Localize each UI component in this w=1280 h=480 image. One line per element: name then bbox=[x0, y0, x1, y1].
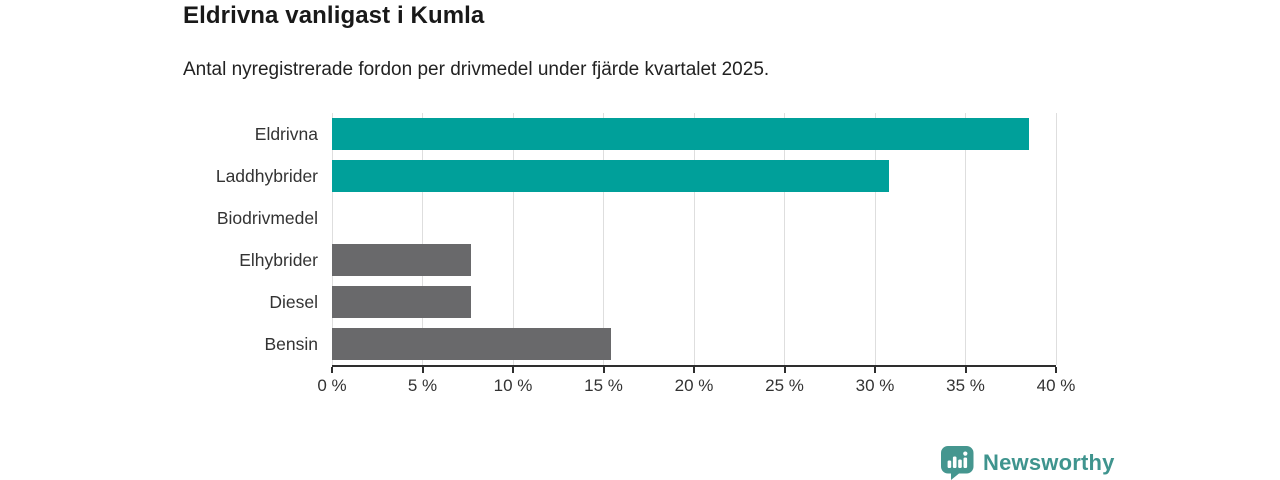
category-label: Laddhybrider bbox=[215, 165, 318, 186]
category-labels: Eldrivna Laddhybrider Biodrivmedel Elhybrid… bbox=[0, 113, 318, 365]
gridline bbox=[874, 113, 876, 365]
gridline bbox=[331, 113, 333, 365]
gridline bbox=[603, 113, 604, 365]
x-axis-tick-label: 20 % bbox=[674, 376, 714, 395]
category-label: Elhybrider bbox=[239, 249, 318, 270]
bar-bensin bbox=[332, 328, 611, 360]
page-subtitle: Antal nyregistrerade fordon per drivmede… bbox=[183, 59, 770, 80]
gridline bbox=[965, 113, 966, 365]
x-axis-tick bbox=[783, 367, 786, 373]
x-axis-tick-label: 10 % bbox=[493, 376, 533, 395]
x-axis-tick-label: 5 % bbox=[407, 376, 438, 395]
bar-diesel bbox=[332, 286, 472, 318]
plot-area bbox=[331, 113, 1057, 365]
page-title: Eldrivna vanligast i Kumla bbox=[183, 2, 485, 29]
category-label: Diesel bbox=[269, 291, 318, 312]
category-label: Biodrivmedel bbox=[216, 207, 318, 228]
x-axis-tick bbox=[1055, 367, 1057, 373]
x-axis-tick-label: 25 % bbox=[765, 376, 804, 395]
category-label: Bensin bbox=[264, 333, 318, 354]
newsworthy-logo[interactable]: Newsworthy bbox=[941, 446, 1115, 480]
x-axis-line bbox=[332, 365, 1056, 367]
x-axis-tick bbox=[693, 367, 695, 373]
x-axis-tick-label: 40 % bbox=[1036, 376, 1076, 395]
bar-elhybrider bbox=[332, 244, 472, 276]
x-axis-tick bbox=[602, 367, 605, 373]
x-axis bbox=[331, 365, 1057, 373]
x-axis-tick bbox=[421, 367, 424, 373]
x-axis-tick-labels: 0 % 5 % 10 % 15 % 20 % 25 % 30 % 35 % 40 % bbox=[317, 376, 1075, 400]
bar-eldrivna bbox=[332, 118, 1029, 150]
x-axis-tick bbox=[331, 367, 333, 373]
gridline bbox=[784, 113, 785, 365]
x-axis-tick-label: 30 % bbox=[855, 376, 895, 395]
bar-laddhybrider bbox=[332, 160, 890, 192]
gridline bbox=[422, 113, 423, 365]
x-axis-tick-label: 35 % bbox=[946, 376, 985, 395]
category-label: Eldrivna bbox=[254, 123, 318, 144]
x-axis-tick bbox=[874, 367, 876, 373]
x-axis-tick bbox=[964, 367, 967, 373]
newsworthy-barchart-pin-icon bbox=[941, 446, 974, 480]
gridline bbox=[512, 113, 514, 365]
x-axis-tick-label: 15 % bbox=[584, 376, 623, 395]
gridline bbox=[1055, 113, 1057, 365]
newsworthy-brand-name: Newsworthy bbox=[983, 450, 1115, 475]
x-axis-tick-label: 0 % bbox=[317, 376, 347, 395]
gridline bbox=[693, 113, 695, 365]
x-axis-tick bbox=[512, 367, 514, 373]
